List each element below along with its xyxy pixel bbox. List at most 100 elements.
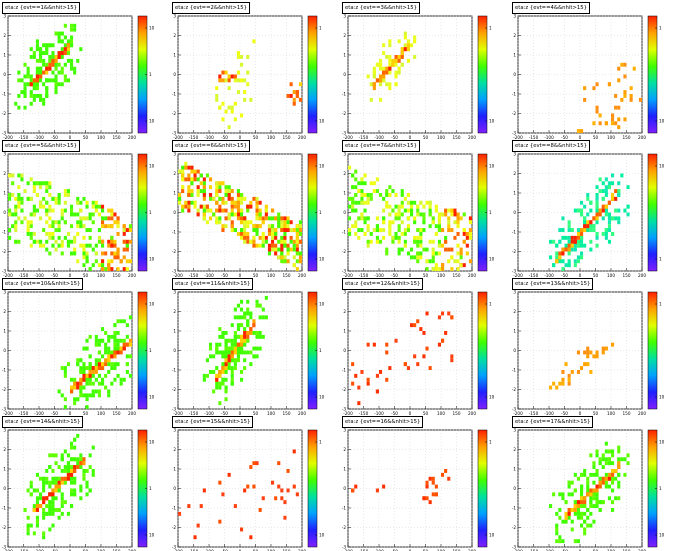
heatmap-cell <box>249 327 253 331</box>
x-tick-label: -50 <box>221 411 228 416</box>
heatmap-cell <box>221 370 225 374</box>
heatmap-cell <box>372 181 376 186</box>
heatmap-cell <box>82 461 86 466</box>
y-tick-label: 2 <box>513 309 516 314</box>
heatmap-cell <box>252 228 256 232</box>
colorbar-label: 10 <box>489 395 495 400</box>
heatmap-cell <box>48 216 52 221</box>
heatmap-cell <box>212 389 216 394</box>
heatmap-cell <box>116 220 120 225</box>
heatmap-cell <box>567 377 571 382</box>
heatmap-cell <box>63 500 67 505</box>
heatmap-cell <box>431 220 435 225</box>
heatmap-cell <box>85 228 89 232</box>
heatmap-cell <box>595 243 599 248</box>
heatmap-cell <box>35 515 39 520</box>
heatmap-cell <box>94 370 98 374</box>
heatmap-cell <box>45 189 49 193</box>
heatmap-cell <box>32 94 36 98</box>
heatmap-cell <box>51 208 55 213</box>
y-tick-label: 0 <box>173 348 176 353</box>
heatmap-cell <box>406 224 410 229</box>
heatmap-cell <box>583 504 587 508</box>
heatmap-cell <box>441 228 445 232</box>
heatmap-cell <box>558 239 562 244</box>
heatmap-cell <box>604 204 608 209</box>
heatmap-cell <box>394 58 398 63</box>
y-tick-label: 3 <box>173 14 176 19</box>
heatmap-cell <box>29 224 33 229</box>
heatmap-cell <box>586 508 590 512</box>
heatmap-cell <box>391 62 395 67</box>
heatmap-cell <box>110 243 114 248</box>
heatmap-cell <box>447 208 451 213</box>
heatmap-cell <box>110 259 114 264</box>
heatmap-cell <box>388 66 392 71</box>
y-tick-label: -2 <box>172 387 177 392</box>
heatmap-cell <box>422 220 426 225</box>
colorbar-label: 10 <box>659 164 665 169</box>
x-tick-label: -200 <box>173 273 183 278</box>
heatmap-cell <box>60 496 64 501</box>
heatmap-cell <box>240 78 244 83</box>
heatmap-cell <box>63 51 67 55</box>
heatmap-cell <box>406 47 410 52</box>
heatmap-cell <box>428 366 432 370</box>
heatmap-cell <box>456 259 460 264</box>
heatmap-cell <box>51 511 55 516</box>
heatmap-cell <box>119 377 123 382</box>
colorbar <box>647 291 658 410</box>
heatmap-cell <box>592 461 596 466</box>
heatmap-cells <box>351 469 451 505</box>
heatmap-cell <box>54 78 58 83</box>
heatmap-cell <box>45 496 49 501</box>
y-tick-label: 1 <box>513 53 516 58</box>
heatmap-cell <box>422 212 426 217</box>
y-tick-label: -2 <box>172 525 177 530</box>
heatmap-cell <box>66 239 70 244</box>
heatmap-cell <box>218 519 222 524</box>
heatmap-cell <box>570 239 574 244</box>
heatmap-cell <box>580 129 584 133</box>
heatmap-cell <box>385 82 389 87</box>
heatmap-cell <box>394 216 398 221</box>
heatmap-cell <box>35 86 39 91</box>
heatmap-cell <box>598 212 602 217</box>
x-tick-label: 200 <box>128 273 136 278</box>
heatmap-cell <box>79 358 83 363</box>
heatmap-cell <box>35 193 39 197</box>
colorbar <box>307 15 318 134</box>
heatmap-cell <box>70 476 74 481</box>
heatmap-cell <box>366 239 370 244</box>
heatmap-cell <box>240 62 244 67</box>
heatmap-cell <box>233 78 237 83</box>
heatmap-cell <box>94 259 98 264</box>
heatmap-cell <box>558 535 562 540</box>
x-tick-label: -200 <box>513 273 523 278</box>
colorbar-label: 10 <box>149 257 155 262</box>
heatmap-cell <box>42 101 46 106</box>
heatmap-cell <box>35 66 39 71</box>
heatmap-cell <box>20 173 24 178</box>
heatmap-cell <box>193 177 197 182</box>
heatmap-cell <box>54 66 58 71</box>
heatmap-cell <box>88 334 92 339</box>
heatmap-cell <box>437 239 441 244</box>
heatmap-cell <box>221 354 225 359</box>
heatmap-cell <box>60 66 64 71</box>
heatmap-cell <box>110 251 114 256</box>
heatmap-cell <box>589 488 593 493</box>
heatmap-cell <box>85 204 89 209</box>
heatmap-cell <box>227 196 231 201</box>
heatmap-cell <box>196 185 200 190</box>
colorbar-label: 1 <box>659 26 662 31</box>
heatmap-cell <box>51 235 55 240</box>
heatmap-cell <box>428 208 432 213</box>
heatmap-cell <box>595 235 599 240</box>
heatmap-cell <box>441 212 445 217</box>
heatmap-cell <box>267 247 271 252</box>
heatmap-cell <box>589 247 593 252</box>
heatmap-cell <box>66 453 70 458</box>
heatmap-cell <box>199 504 203 508</box>
